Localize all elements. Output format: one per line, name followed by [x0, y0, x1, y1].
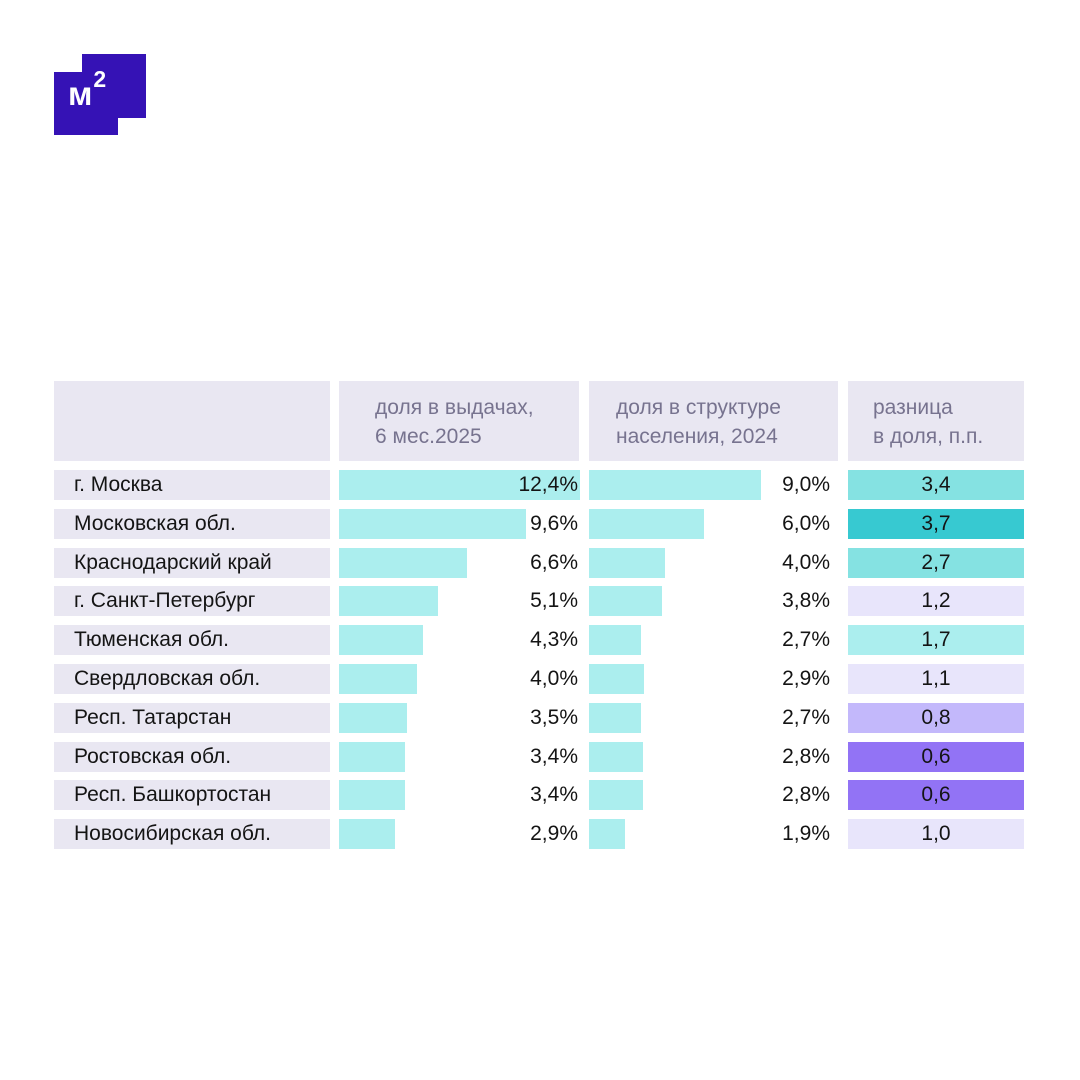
- share-population-bar: [589, 548, 665, 578]
- diff-value: 3,4: [848, 470, 1024, 500]
- header-diff-line2: в доля, п.п.: [873, 425, 984, 448]
- share-issuance-bar: [339, 780, 405, 810]
- share-population-value: 2,9%: [782, 667, 830, 690]
- region-name: Респ. Башкортостан: [54, 780, 330, 810]
- share-population-value: 9,0%: [782, 473, 830, 496]
- diff-value: 1,7: [848, 625, 1024, 655]
- diff-value: 1,0: [848, 819, 1024, 849]
- logo-text: м2: [68, 66, 107, 112]
- diff-value: 1,1: [848, 664, 1024, 694]
- share-population-value: 4,0%: [782, 551, 830, 574]
- share-issuance-value: 4,0%: [530, 667, 578, 690]
- share-population-bar: [589, 780, 643, 810]
- share-issuance-bar: [339, 586, 438, 616]
- share-population-bar: [589, 625, 641, 655]
- share-issuance-value: 3,4%: [530, 745, 578, 768]
- share-population-bar: [589, 509, 704, 539]
- share-population-value: 2,8%: [782, 783, 830, 806]
- header-share-issuance-line1: доля в выдачах,: [375, 396, 534, 419]
- region-name: Московская обл.: [54, 509, 330, 539]
- share-population-value: 3,8%: [782, 589, 830, 612]
- share-issuance-bar: [339, 509, 526, 539]
- diff-value: 3,7: [848, 509, 1024, 539]
- logo-square-front: [54, 72, 118, 135]
- region-name: г. Санкт-Петербург: [54, 586, 330, 616]
- share-issuance-bar: [339, 548, 467, 578]
- header-diff-line1: разница: [873, 396, 953, 419]
- share-issuance-value: 4,3%: [530, 628, 578, 651]
- share-population-bar: [589, 703, 641, 733]
- share-issuance-bar: [339, 703, 407, 733]
- diff-value: 0,6: [848, 780, 1024, 810]
- share-issuance-bar: [339, 625, 423, 655]
- share-issuance-value: 9,6%: [530, 512, 578, 535]
- m2-logo: м2: [54, 54, 146, 135]
- region-name: г. Москва: [54, 470, 330, 500]
- share-issuance-value: 3,4%: [530, 783, 578, 806]
- share-issuance-bar: [339, 664, 417, 694]
- share-population-bar: [589, 819, 625, 849]
- share-issuance-value: 12,4%: [518, 473, 578, 496]
- share-issuance-value: 2,9%: [530, 822, 578, 845]
- share-population-bar: [589, 742, 643, 772]
- diff-value: 2,7: [848, 548, 1024, 578]
- diff-value: 0,8: [848, 703, 1024, 733]
- share-issuance-value: 6,6%: [530, 551, 578, 574]
- diff-value: 1,2: [848, 586, 1024, 616]
- diff-value: 0,6: [848, 742, 1024, 772]
- share-population-value: 1,9%: [782, 822, 830, 845]
- header-share-issuance: доля в выдачах, 6 мес.2025: [339, 381, 579, 461]
- share-population-bar: [589, 470, 761, 500]
- share-population-value: 6,0%: [782, 512, 830, 535]
- region-name: Свердловская обл.: [54, 664, 330, 694]
- region-name: Новосибирская обл.: [54, 819, 330, 849]
- region-name: Краснодарский край: [54, 548, 330, 578]
- share-issuance-bar: [339, 470, 580, 500]
- header-share-population: доля в структуре населения, 2024: [589, 381, 838, 461]
- header-diff: разница в доля, п.п.: [848, 381, 1024, 461]
- share-population-value: 2,7%: [782, 706, 830, 729]
- header-share-issuance-line2: 6 мес.2025: [375, 425, 482, 448]
- region-name: Респ. Татарстан: [54, 703, 330, 733]
- region-name: Тюменская обл.: [54, 625, 330, 655]
- share-issuance-value: 5,1%: [530, 589, 578, 612]
- header-region-cell: [54, 381, 330, 461]
- share-issuance-value: 3,5%: [530, 706, 578, 729]
- share-population-bar: [589, 664, 644, 694]
- share-issuance-bar: [339, 819, 395, 849]
- header-share-population-line1: доля в структуре: [616, 396, 781, 419]
- header-share-population-line2: населения, 2024: [616, 425, 778, 448]
- region-name: Ростовская обл.: [54, 742, 330, 772]
- share-population-bar: [589, 586, 662, 616]
- share-issuance-bar: [339, 742, 405, 772]
- share-population-value: 2,8%: [782, 745, 830, 768]
- share-population-value: 2,7%: [782, 628, 830, 651]
